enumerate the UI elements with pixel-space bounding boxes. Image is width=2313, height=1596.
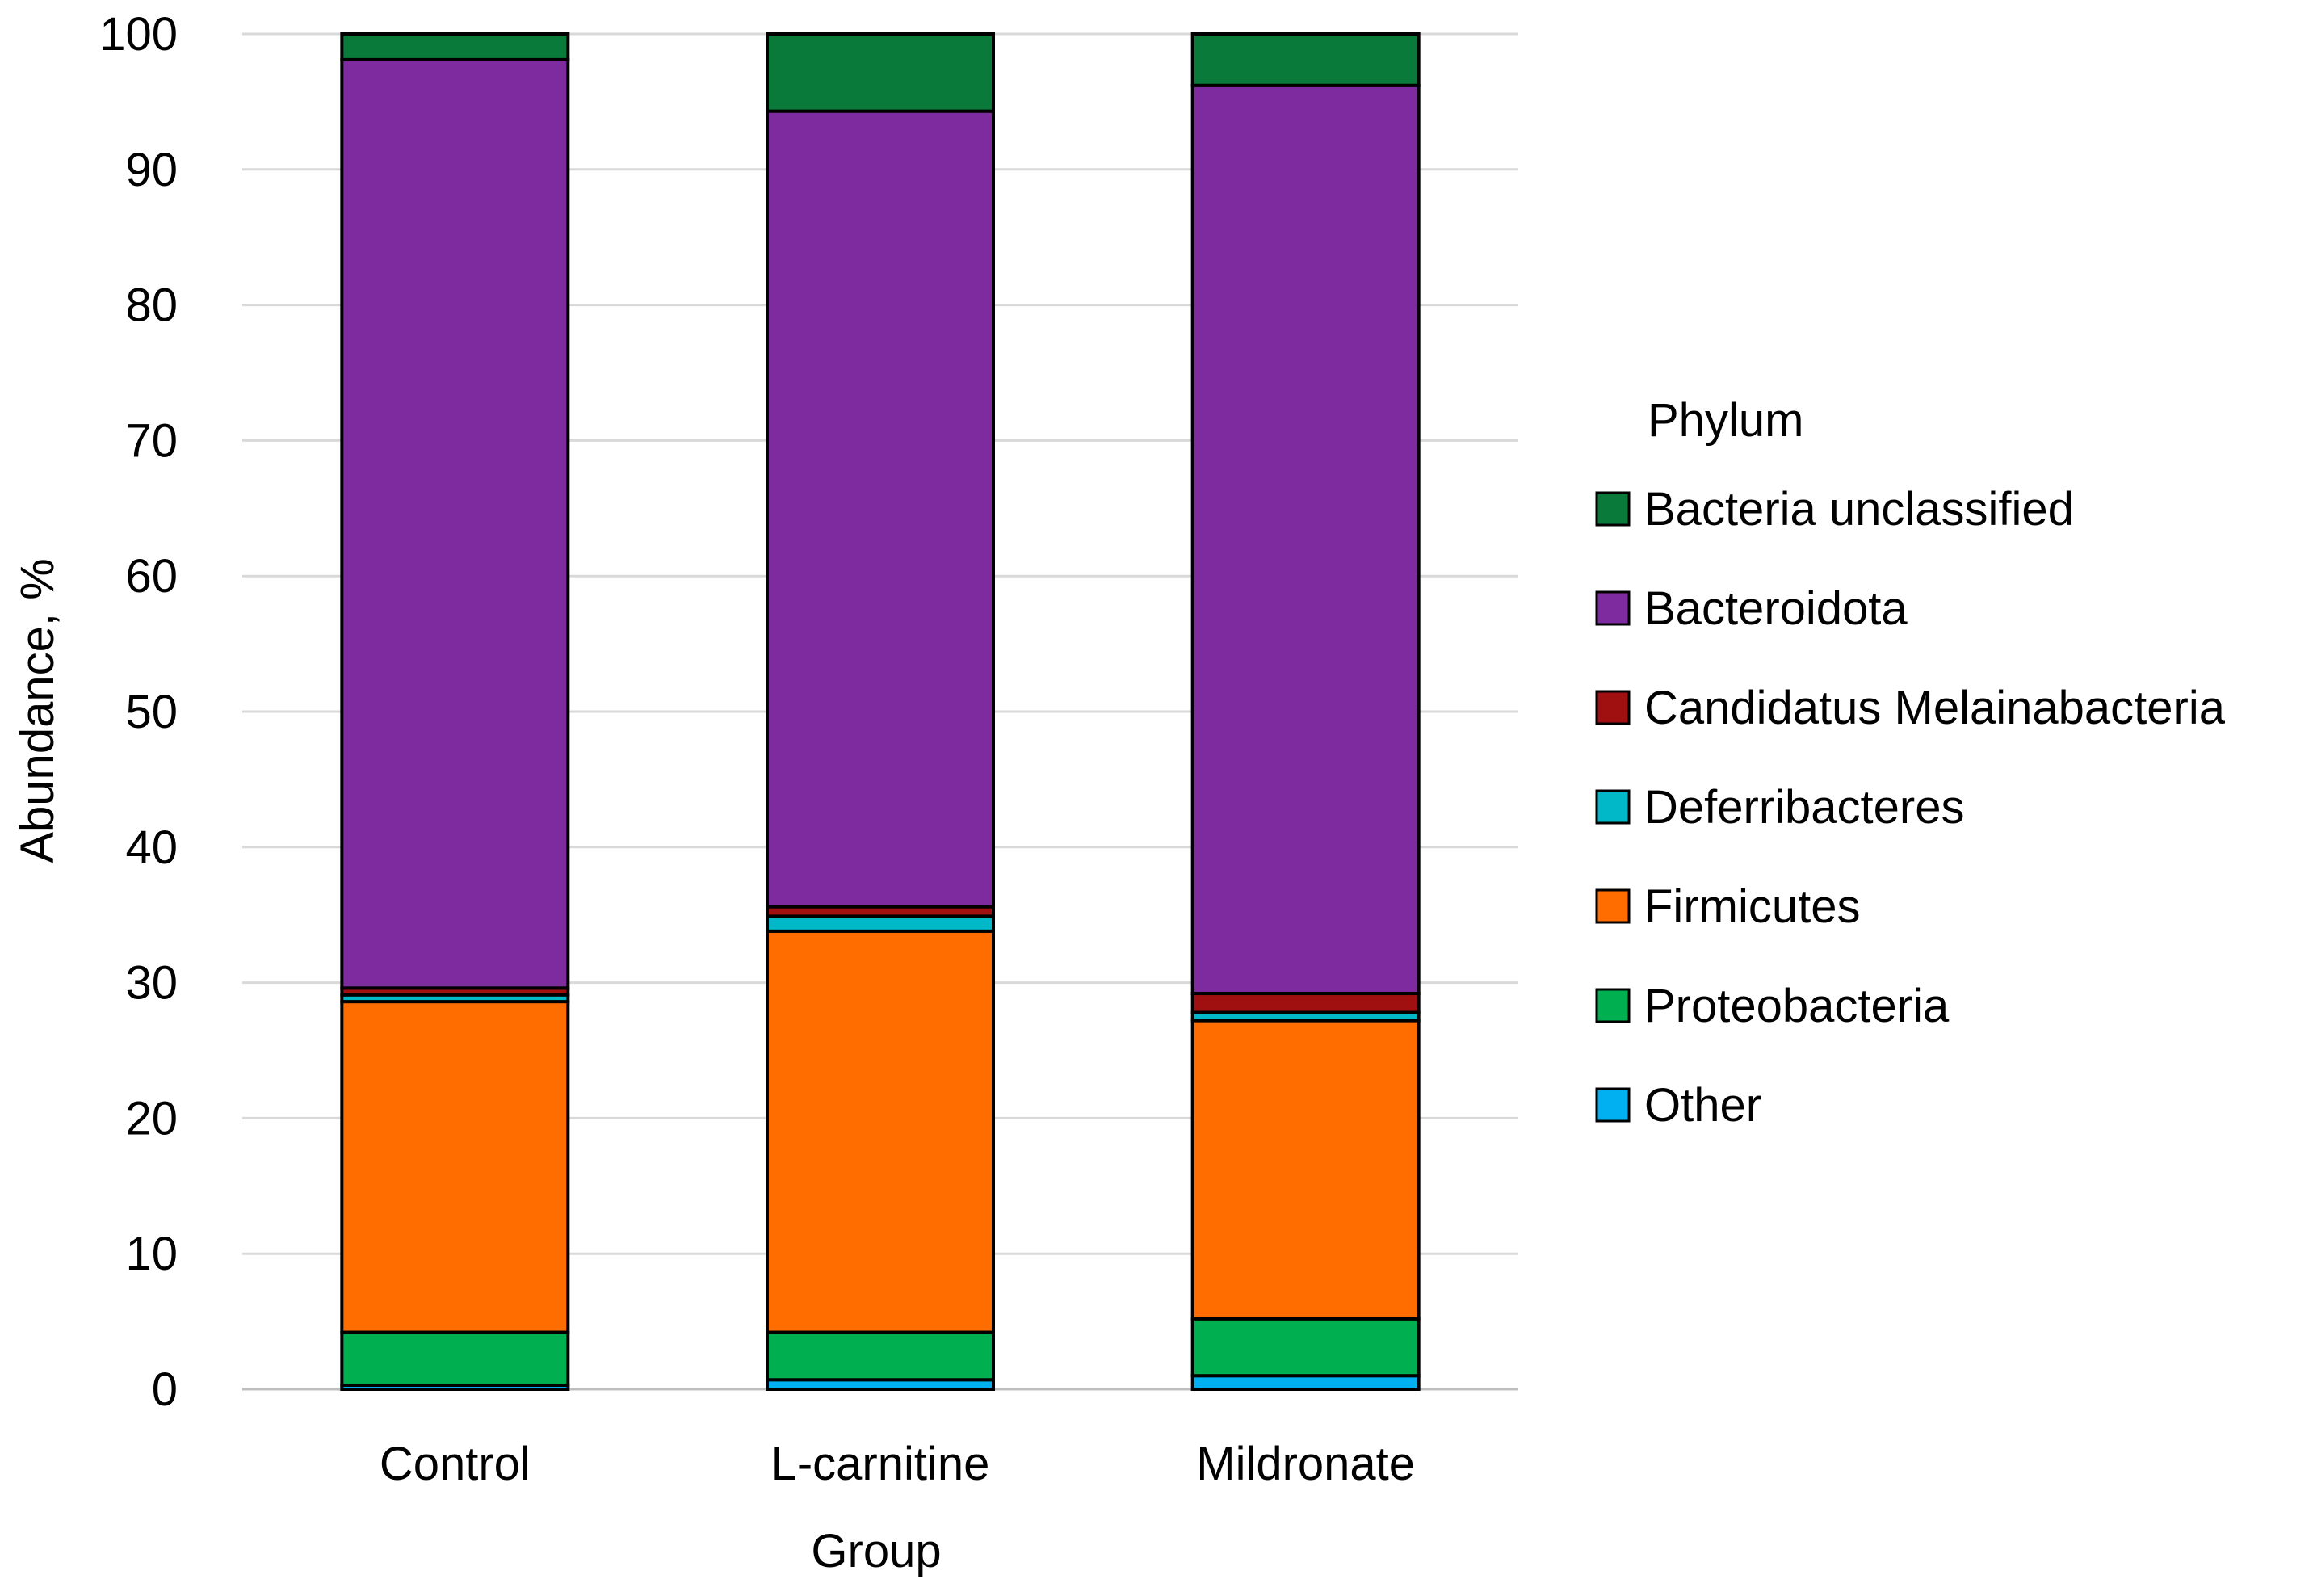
bars [340,32,1421,1392]
y-tick-label: 50 [125,686,178,738]
y-tick-label: 100 [99,8,178,61]
bar-mildronate-candidatus-melainabacteria [1190,992,1421,1014]
legend-swatch [1595,888,1631,924]
bar-control-firmicutes [340,1000,570,1334]
bar-mildronate-bacteroidota [1190,83,1421,996]
bar-l-carnitine-bacteria-unclassified [766,32,995,113]
x-tick-label-control: Control [380,1438,531,1490]
bar-group-mildronate [1190,32,1421,1391]
legend-item-other: Other [1595,1079,1761,1132]
legend-swatch [1595,789,1631,825]
legend-item-firmicutes: Firmicutes [1595,880,1860,933]
bar-group-l-carnitine [766,32,995,1392]
bar-group-control [340,32,570,1391]
legend-label: Bacteria unclassified [1644,483,2074,536]
x-tick-label-l-carnitine: L-carnitine [771,1438,990,1490]
bar-control-bacteria-unclassified [340,32,570,61]
y-axis-label: Abundance, % [11,558,64,863]
legend-title: Phylum [1648,394,1803,447]
y-tick-label: 80 [125,279,178,332]
legend-label: Candidatus Melainabacteria [1644,682,2226,734]
y-tick-label: 30 [125,957,178,1010]
bar-mildronate-proteobacteria [1190,1317,1421,1378]
legend-label: Other [1644,1079,1761,1132]
legend-item-candidatus-melainabacteria: Candidatus Melainabacteria [1595,682,2226,734]
legend-label: Deferribacteres [1644,781,1964,834]
legend-label: Bacteroidota [1644,582,1908,635]
bar-l-carnitine-firmicutes [766,929,995,1334]
y-tick-label: 20 [125,1092,178,1144]
legend-item-bacteroidota: Bacteroidota [1595,582,1908,635]
x-axis-label: Group [811,1525,941,1577]
legend-item-bacteria-unclassified: Bacteria unclassified [1595,483,2074,536]
legend-item-proteobacteria: Proteobacteria [1595,980,1950,1032]
legend-swatch [1595,988,1631,1023]
bar-l-carnitine-proteobacteria [766,1330,995,1382]
bar-l-carnitine-bacteroidota [766,109,995,909]
legend-swatch [1595,1087,1631,1123]
legend-swatch [1595,491,1631,527]
y-tick-label: 40 [125,821,178,874]
y-tick-label: 70 [125,414,178,467]
x-tick-label-mildronate: Mildronate [1196,1438,1415,1490]
y-tick-label: 90 [125,144,178,196]
bar-control-proteobacteria [340,1330,570,1387]
legend-label: Firmicutes [1644,880,1860,933]
y-tick-label: 60 [125,550,178,603]
legend-item-deferribacteres: Deferribacteres [1595,781,1964,834]
legend: Phylum Bacteria unclassified Bacteroidota… [1595,394,2226,1132]
legend-label: Proteobacteria [1644,980,1950,1032]
x-axis-ticks: Control L-carnitine Mildronate [380,1438,1415,1490]
bar-mildronate-other [1190,1374,1421,1391]
y-tick-label: 0 [152,1363,178,1416]
bar-mildronate-bacteria-unclassified [1190,32,1421,87]
legend-swatch [1595,690,1631,725]
legend-swatch [1595,590,1631,626]
y-axis-ticks: 0 10 20 30 40 50 60 70 80 90 100 [99,8,178,1416]
y-tick-label: 10 [125,1228,178,1280]
bar-control-bacteroidota [340,57,570,990]
bar-mildronate-firmicutes [1190,1018,1421,1321]
bar-l-carnitine-deferribacteres [766,914,995,933]
